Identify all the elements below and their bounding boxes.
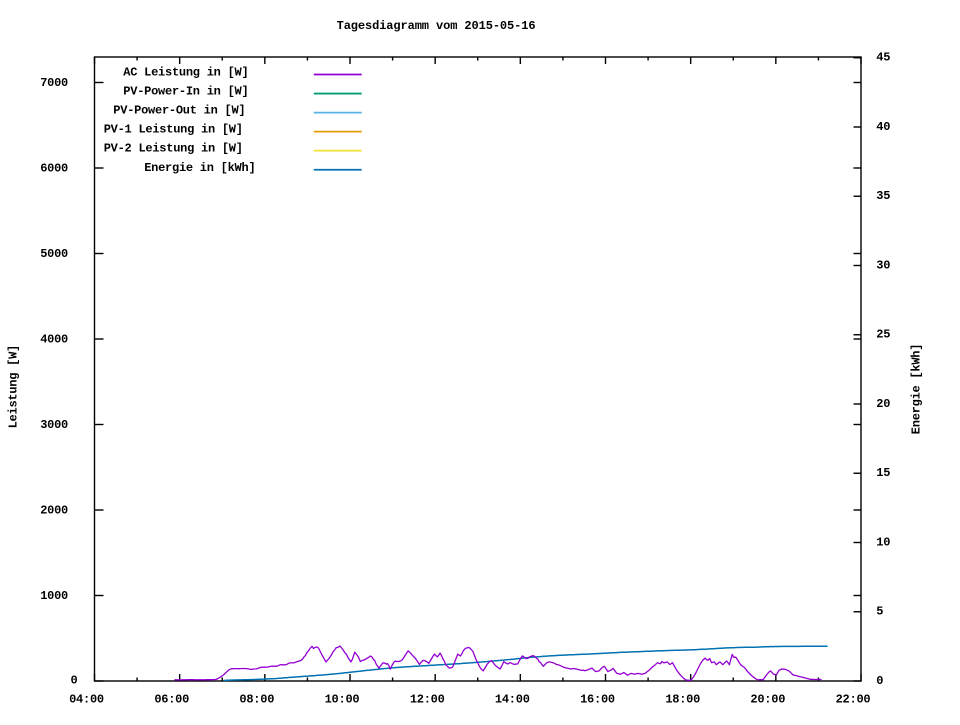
svg-text:Energie in [kWh]: Energie in [kWh] xyxy=(144,161,255,175)
svg-text:22:00: 22:00 xyxy=(836,693,871,707)
svg-text:10: 10 xyxy=(876,535,890,549)
svg-text:2000: 2000 xyxy=(40,503,68,517)
svg-text:15: 15 xyxy=(876,466,890,480)
svg-text:Leistung [W]: Leistung [W] xyxy=(7,345,21,428)
svg-text:08:00: 08:00 xyxy=(239,693,274,707)
svg-text:10:00: 10:00 xyxy=(325,693,360,707)
svg-text:6000: 6000 xyxy=(40,161,68,175)
svg-text:PV-Power-In in [W]: PV-Power-In in [W] xyxy=(123,85,248,99)
svg-text:18:00: 18:00 xyxy=(665,693,700,707)
svg-text:04:00: 04:00 xyxy=(69,693,104,707)
svg-text:20:00: 20:00 xyxy=(750,693,785,707)
svg-text:14:00: 14:00 xyxy=(495,693,530,707)
svg-text:Tagesdiagramm vom 2015-05-16: Tagesdiagramm vom 2015-05-16 xyxy=(337,19,536,33)
svg-text:1000: 1000 xyxy=(40,589,68,603)
svg-text:PV-2 Leistung in [W]: PV-2 Leistung in [W] xyxy=(104,142,243,156)
svg-text:12:00: 12:00 xyxy=(410,693,445,707)
svg-text:30: 30 xyxy=(876,258,890,272)
svg-text:PV-1 Leistung in [W]: PV-1 Leistung in [W] xyxy=(104,123,243,137)
svg-text:25: 25 xyxy=(876,328,890,342)
svg-text:3000: 3000 xyxy=(40,418,68,432)
svg-text:5: 5 xyxy=(876,605,883,619)
svg-text:0: 0 xyxy=(876,674,883,688)
svg-text:0: 0 xyxy=(71,673,78,687)
svg-text:Energie [kWh]: Energie [kWh] xyxy=(910,344,924,434)
svg-text:PV-Power-Out in [W]: PV-Power-Out in [W] xyxy=(113,104,245,118)
svg-text:06:00: 06:00 xyxy=(154,693,189,707)
svg-text:4000: 4000 xyxy=(40,332,68,346)
svg-text:35: 35 xyxy=(876,189,890,203)
svg-text:40: 40 xyxy=(876,120,890,134)
svg-text:AC Leistung in [W]: AC Leistung in [W] xyxy=(123,66,248,80)
svg-text:5000: 5000 xyxy=(40,247,68,261)
svg-text:20: 20 xyxy=(876,397,890,411)
svg-text:45: 45 xyxy=(876,51,890,65)
svg-text:16:00: 16:00 xyxy=(580,693,615,707)
svg-text:7000: 7000 xyxy=(40,76,68,90)
